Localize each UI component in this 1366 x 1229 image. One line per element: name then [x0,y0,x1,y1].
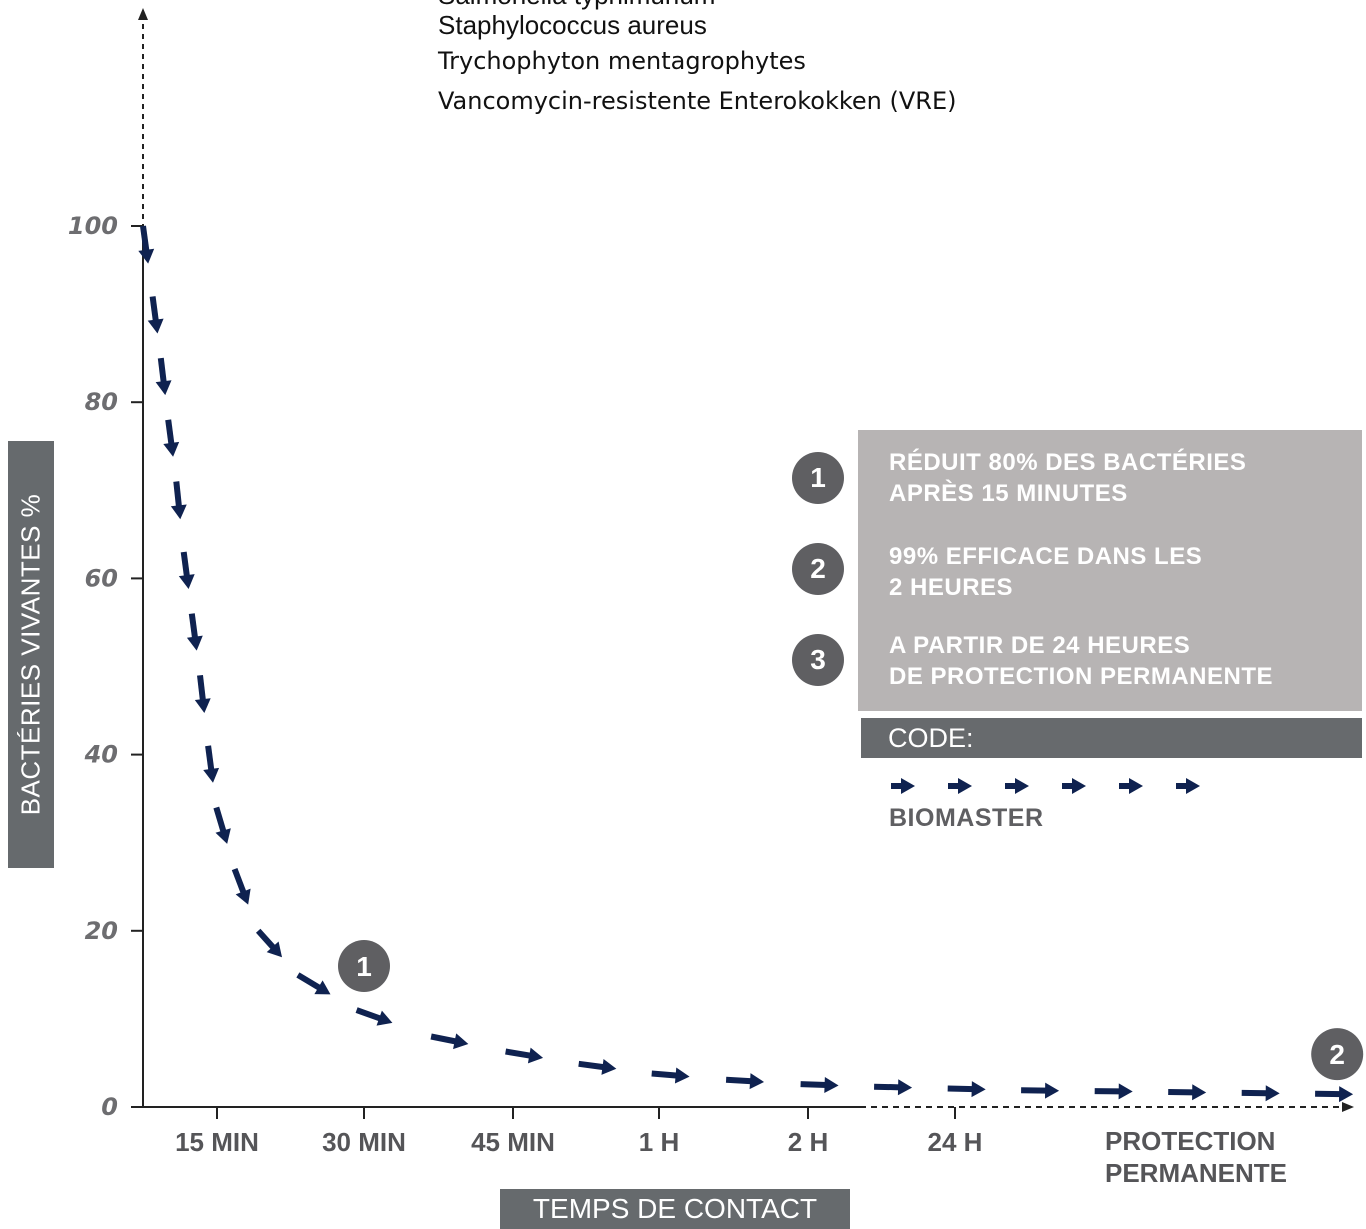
legend-panel [858,430,1362,711]
legend-series-label: BIOMASTER [889,804,1044,832]
series-arrow [947,1081,986,1098]
x-tick-label: 15 MIN [175,1127,259,1157]
legend-arrow [1062,778,1086,794]
series-arrow [155,357,172,396]
legend-arrow [1005,778,1029,794]
y-axis-arrowhead [138,8,148,20]
legend-text-3: A PARTIR DE 24 HEURES DE PROTECTION PERM… [889,630,1349,692]
legend-badge-3: 3 [792,634,844,686]
legend-text-2: 99% EFFICACE DANS LES 2 HEURES [889,541,1349,603]
series-arrow [213,806,231,844]
y-axis-title: BACTÉRIES VIVANTES % [15,493,46,816]
annotation-badge [338,940,390,993]
series-arrow [1168,1084,1207,1101]
x-axis-title-box: TEMPS DE CONTACT [500,1189,850,1229]
legend-line: 2 HEURES [889,574,1014,601]
series-arrow [194,674,211,714]
legend-arrow [1119,778,1143,794]
x-tick-label: 2 H [788,1127,828,1157]
species-item: Vancomycin-resistente Enterokokken (VRE) [438,87,957,115]
series-arrow [725,1073,765,1090]
series-arrow [1315,1086,1354,1103]
code-header: CODE: [861,718,1362,758]
x-tick-label: 30 MIN [322,1127,406,1157]
series-arrow [231,868,251,905]
y-tick-label: 20 [85,917,118,945]
legend-line: DE PROTECTION PERMANENTE [889,663,1274,690]
series-arrow [147,296,164,334]
x-tick-label: 45 MIN [471,1127,555,1157]
y-tick-label: 60 [85,564,118,592]
series-arrow [1094,1083,1133,1100]
x-axis-title: TEMPS DE CONTACT [532,1193,818,1224]
y-tick-label: 100 [68,212,118,240]
series-arrow [578,1059,617,1075]
series-arrow [203,745,220,783]
x-axis-arrowhead [1342,1102,1354,1112]
series-arrow [1241,1085,1280,1102]
legend-line: A PARTIR DE 24 HEURES [889,632,1191,659]
series-arrow [651,1067,690,1084]
species-item: Staphylococcus aureus [438,10,707,40]
series-arrow [430,1033,469,1050]
legend-arrow-sample [891,778,1200,794]
legend-arrow [891,778,915,794]
code-label: CODE: [888,722,974,753]
series-arrow [186,613,203,651]
series-arrow [296,972,331,995]
x-tick-label: 24 H [928,1127,983,1157]
legend-badge-1: 1 [792,452,844,504]
series-arrow [874,1079,913,1096]
y-axis-title-box: BACTÉRIES VIVANTES % [8,441,54,868]
annotations: 123 [338,940,1364,1081]
series-arrow [800,1076,839,1093]
series-arrow [170,481,187,520]
legend-line: APRÈS 15 MINUTES [889,480,1128,507]
y-ticks: 0 20 40 60 80 100 [68,212,143,1121]
legend-badge-2: 2 [792,543,844,595]
y-tick-label: 0 [101,1093,118,1121]
legend-arrow [1176,778,1200,794]
annotation-badge-label: 1 [356,951,372,982]
legend-arrow [948,778,972,794]
series-arrow [355,1007,393,1026]
legend-line: RÉDUIT 80% DES BACTÉRIES [889,449,1247,476]
annotation-badge-label: 2 [1329,1039,1345,1070]
series-arrow [1021,1082,1060,1099]
series-arrow [138,225,155,264]
species-item: Salmonella typhimurium [438,0,715,8]
species-item: Trychophyton mentagrophytes [438,47,806,75]
series-arrow [255,928,283,958]
y-tick-label: 40 [84,741,118,769]
legend-line: 99% EFFICACE DANS LES [889,543,1203,570]
x-ticks: 15 MIN 30 MIN 45 MIN 1 H 2 H 24 H PROTECTIONPE… [175,1107,1287,1188]
annotation-badge [1311,1028,1364,1081]
x-tick-label: PERMANENTE [1105,1158,1287,1188]
series-arrow [178,551,195,590]
x-tick-label: PROTECTION [1105,1126,1275,1156]
series-biomaster [138,225,1354,1103]
y-tick-label: 80 [85,388,118,416]
x-tick-label: 1 H [639,1127,679,1157]
series-arrow [505,1047,544,1064]
legend-text-1: RÉDUIT 80% DES BACTÉRIES APRÈS 15 MINUTE… [889,447,1349,509]
series-arrow [163,419,180,457]
